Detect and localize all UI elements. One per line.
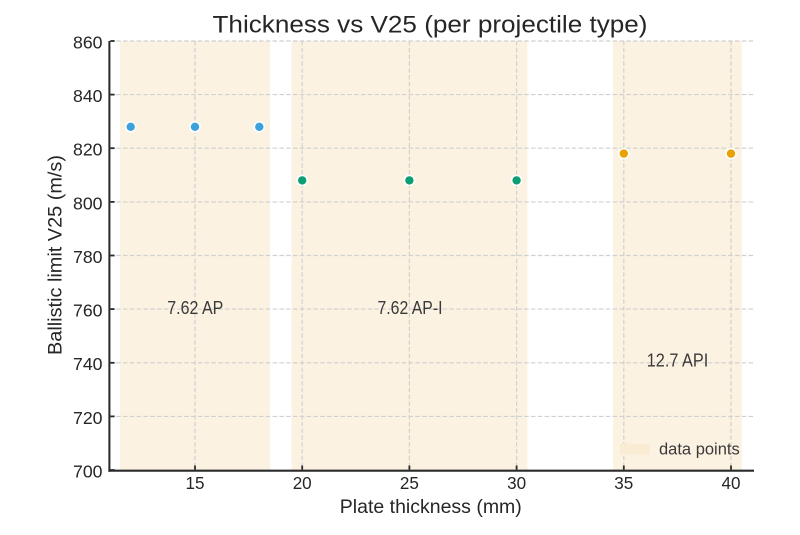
svg-text:800: 800 [73, 193, 103, 213]
svg-text:40: 40 [722, 473, 741, 493]
svg-text:Plate thickness (mm): Plate thickness (mm) [340, 496, 522, 518]
svg-text:30: 30 [507, 473, 526, 493]
svg-text:7.62 AP-I: 7.62 AP-I [378, 298, 443, 318]
svg-text:740: 740 [73, 354, 103, 374]
svg-text:700: 700 [73, 461, 103, 481]
svg-text:840: 840 [73, 86, 103, 106]
svg-text:Ballistic limit V25 (m/s): Ballistic limit V25 (m/s) [46, 155, 67, 355]
svg-text:data points: data points [659, 441, 740, 459]
svg-text:760: 760 [73, 301, 103, 321]
svg-text:860: 860 [73, 32, 103, 52]
svg-text:820: 820 [73, 140, 103, 160]
svg-text:15: 15 [186, 473, 205, 493]
svg-text:35: 35 [614, 473, 633, 493]
svg-text:20: 20 [293, 473, 312, 493]
svg-text:25: 25 [400, 473, 419, 493]
svg-text:780: 780 [73, 247, 103, 267]
svg-text:7.62 AP: 7.62 AP [167, 298, 223, 318]
svg-text:12.7 API: 12.7 API [647, 350, 709, 370]
svg-text:Thickness vs V25 (per projecti: Thickness vs V25 (per projectile type) [213, 12, 648, 39]
svg-text:720: 720 [73, 408, 103, 428]
